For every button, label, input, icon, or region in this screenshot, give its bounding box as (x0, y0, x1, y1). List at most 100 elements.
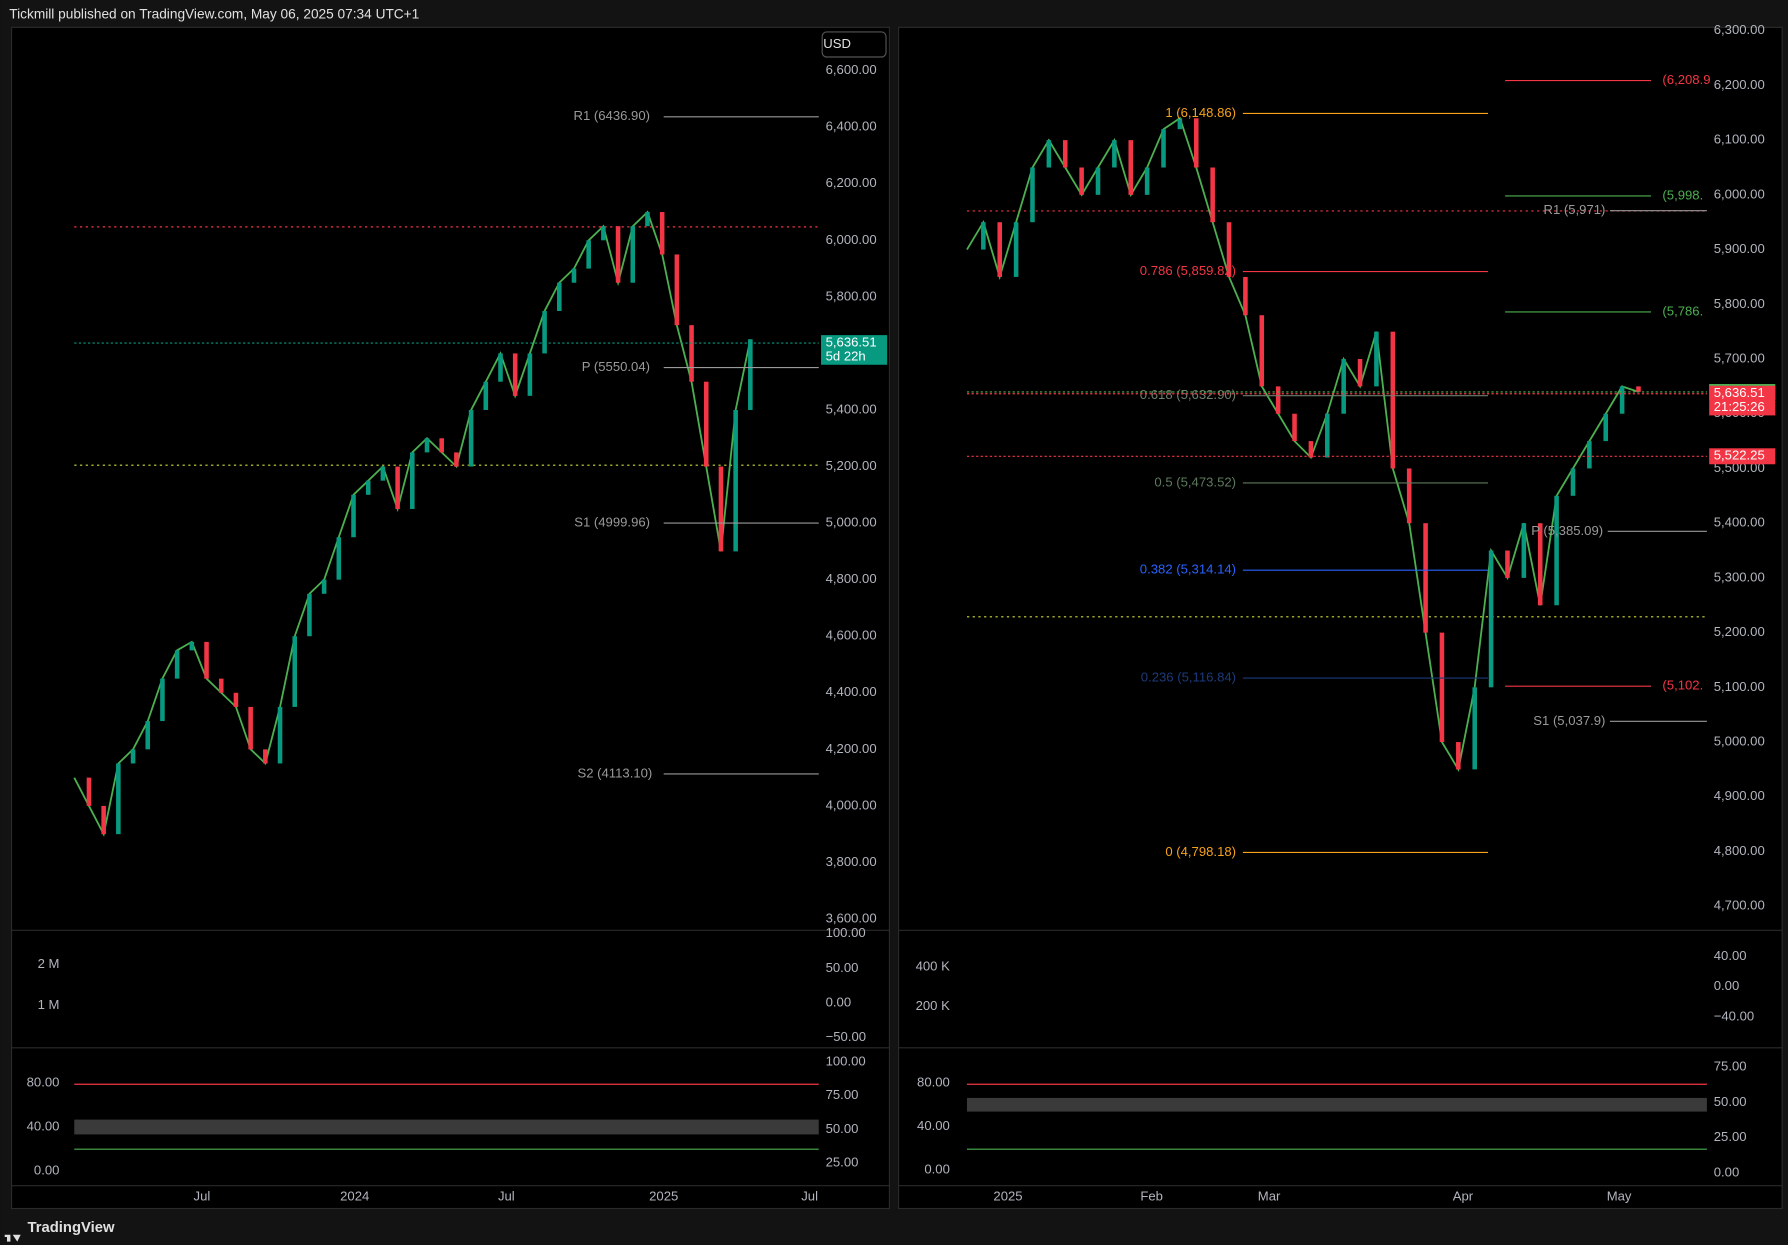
axis-tick-label: −50.00 (826, 1029, 866, 1044)
candle (101, 805, 106, 835)
candle (718, 466, 724, 552)
axis-tick-label: 40.00 (917, 1118, 950, 1133)
candle (86, 777, 92, 806)
axis-tick-label: 4,900.00 (1714, 788, 1765, 803)
time-label: 2025 (993, 1189, 1022, 1204)
axis-tick-label: 4,200.00 (826, 741, 877, 756)
level-label: S1 (4999.96) (574, 515, 650, 530)
pane-separators (11, 929, 1783, 1187)
level-label: 0 (4,798.18) (1165, 844, 1236, 859)
currency-button[interactable]: USD (823, 36, 851, 51)
candle (615, 226, 621, 283)
right-chart-frame (897, 26, 1783, 1210)
price-tag-label: 5,636.51 (826, 335, 877, 350)
axis-tick-label: 5,100.00 (1714, 679, 1765, 694)
candle (1488, 550, 1494, 688)
candle (1423, 523, 1428, 633)
candle (1619, 386, 1625, 414)
axis-tick-label: 2 M (38, 956, 60, 971)
candle (674, 254, 680, 326)
axis-tick-label: 5,900.00 (1714, 241, 1765, 256)
price-tag (821, 335, 888, 365)
candle (542, 311, 547, 354)
candle (1193, 118, 1199, 168)
candle (1308, 441, 1314, 458)
axis-tick-label: 40.00 (1714, 948, 1747, 963)
axis-tick-label: 4,600.00 (826, 628, 877, 643)
price-tag-label: 5,522.25 (1714, 448, 1765, 463)
candle (321, 579, 327, 594)
candle (1144, 167, 1150, 195)
axis-tick-label: 6,000.00 (826, 232, 877, 247)
candle (189, 641, 195, 651)
price-line (73, 210, 752, 837)
axis-tick-label: 50.00 (826, 960, 859, 975)
candle (1062, 140, 1068, 168)
axis-tick-label: 50.00 (1714, 1094, 1747, 1109)
candle (1374, 331, 1379, 387)
candle (1275, 386, 1281, 414)
time-label: 2025 (649, 1189, 678, 1204)
time-label: Apr (1453, 1189, 1474, 1204)
axis-tick-label: 50.00 (826, 1121, 859, 1136)
candle (512, 353, 518, 396)
candle (1570, 468, 1576, 496)
axis-tick-label: 5,300.00 (1714, 569, 1765, 584)
candle (703, 381, 709, 467)
axis-tick-label: 3,600.00 (826, 910, 877, 925)
level-label: 0.382 (5,314.14) (1140, 562, 1236, 577)
candle (1505, 550, 1510, 578)
level-label: (6,208.9 (1662, 72, 1710, 87)
candle (1636, 386, 1641, 392)
axis-tick-label: 6,300.00 (1714, 22, 1765, 37)
axis-tick-label: 5,800.00 (826, 288, 877, 303)
axis-tick-label: 4,800.00 (826, 571, 877, 586)
candle (1390, 331, 1396, 469)
price-line (966, 116, 1639, 772)
candle (527, 353, 533, 396)
candle (1161, 129, 1166, 168)
level-label: 1 (6,148.86) (1165, 105, 1236, 120)
candle (204, 641, 209, 679)
candle (571, 268, 577, 283)
level-label: (5,102. (1662, 678, 1703, 693)
price-tag-countdown: 5d 22h (826, 348, 866, 363)
axis-tick-label: 0.00 (924, 1161, 950, 1176)
level-label: S2 (4113.10) (577, 765, 652, 780)
candle (1128, 140, 1134, 195)
candle (1357, 359, 1363, 387)
candle (336, 537, 342, 580)
price-tag (1709, 385, 1776, 416)
candle (586, 240, 591, 269)
price-tag-label: 5,636.51 (1714, 385, 1765, 400)
axis-tick-label: 5,400.00 (826, 401, 877, 416)
candle (1112, 140, 1117, 168)
axis-tick-label: 0.00 (1714, 978, 1740, 993)
candle (145, 721, 151, 750)
oscillator-bands (74, 1083, 1707, 1150)
candle (1177, 118, 1183, 130)
currency-button-frame[interactable] (821, 31, 887, 58)
axis-tick-label: −40.00 (1714, 1009, 1754, 1024)
candle (174, 650, 180, 679)
candle (1587, 441, 1592, 469)
candle (160, 678, 165, 722)
candle (1030, 167, 1035, 223)
time-label: Jul (498, 1189, 515, 1204)
price-tag-countdown: 21:25:26 (1714, 399, 1765, 414)
level-label: 0.5 (5,473.52) (1154, 474, 1236, 489)
candle (997, 222, 1003, 277)
axis-tick-label: 40.00 (27, 1118, 60, 1133)
candle (1456, 742, 1461, 770)
candle (1095, 167, 1101, 195)
candle (1226, 222, 1232, 277)
axis-tick-label: 5,000.00 (1714, 734, 1765, 749)
axis-tick-label: 75.00 (1714, 1059, 1747, 1074)
footer-brand: TradingView (28, 1220, 115, 1236)
candle (365, 480, 371, 495)
axis-tick-label: 4,400.00 (826, 684, 877, 699)
left-reference-lines (74, 226, 819, 466)
candle (292, 636, 298, 707)
axis-tick-label: 0.00 (826, 994, 852, 1009)
